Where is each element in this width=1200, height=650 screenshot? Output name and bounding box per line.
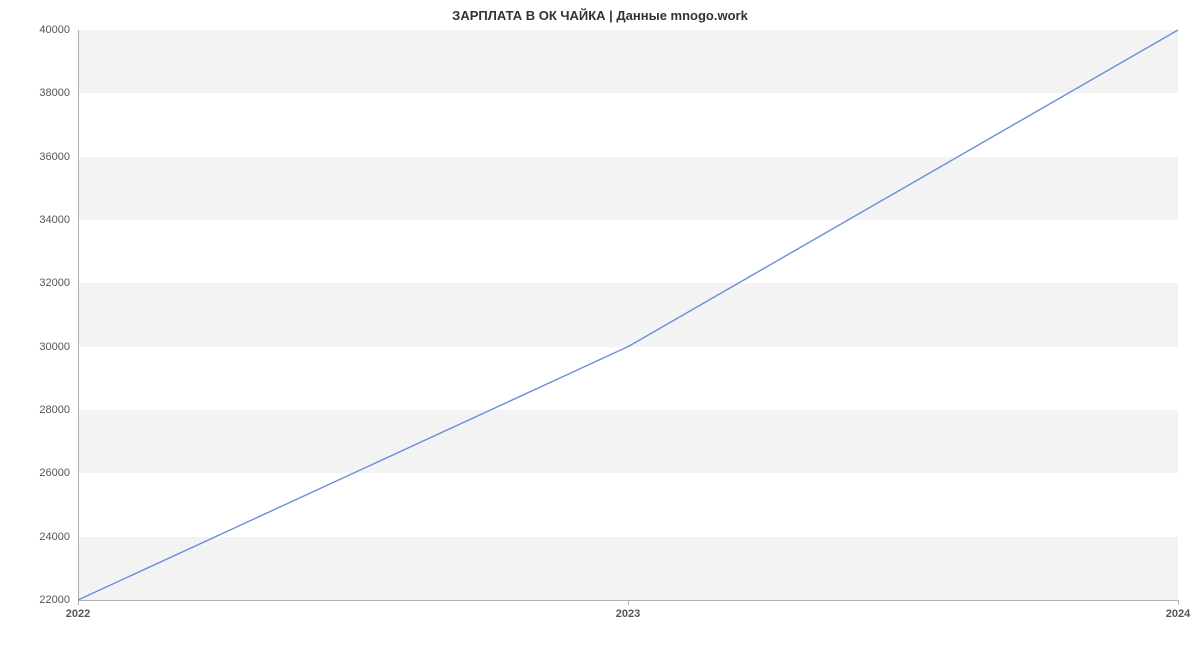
y-tick-label: 38000 (39, 87, 70, 99)
x-tick-label: 2024 (1166, 608, 1190, 620)
series-line-salary (78, 30, 1178, 600)
y-tick-label: 40000 (39, 24, 70, 36)
y-tick-label: 26000 (39, 467, 70, 479)
y-tick-label: 36000 (39, 151, 70, 163)
y-tick-label: 30000 (39, 341, 70, 353)
x-axis-line (78, 600, 1178, 601)
chart-container: ЗАРПЛАТА В ОК ЧАЙКА | Данные mnogo.work … (0, 0, 1200, 650)
series-layer (78, 30, 1178, 600)
y-tick-label: 22000 (39, 594, 70, 606)
chart-title: ЗАРПЛАТА В ОК ЧАЙКА | Данные mnogo.work (0, 8, 1200, 23)
y-tick-label: 32000 (39, 277, 70, 289)
x-tick-label: 2022 (66, 608, 90, 620)
y-tick-label: 34000 (39, 214, 70, 226)
x-tick-label: 2023 (616, 608, 640, 620)
y-tick-label: 28000 (39, 404, 70, 416)
plot-area: 2200024000260002800030000320003400036000… (78, 30, 1178, 600)
x-tick-mark (1178, 600, 1179, 605)
y-tick-label: 24000 (39, 531, 70, 543)
